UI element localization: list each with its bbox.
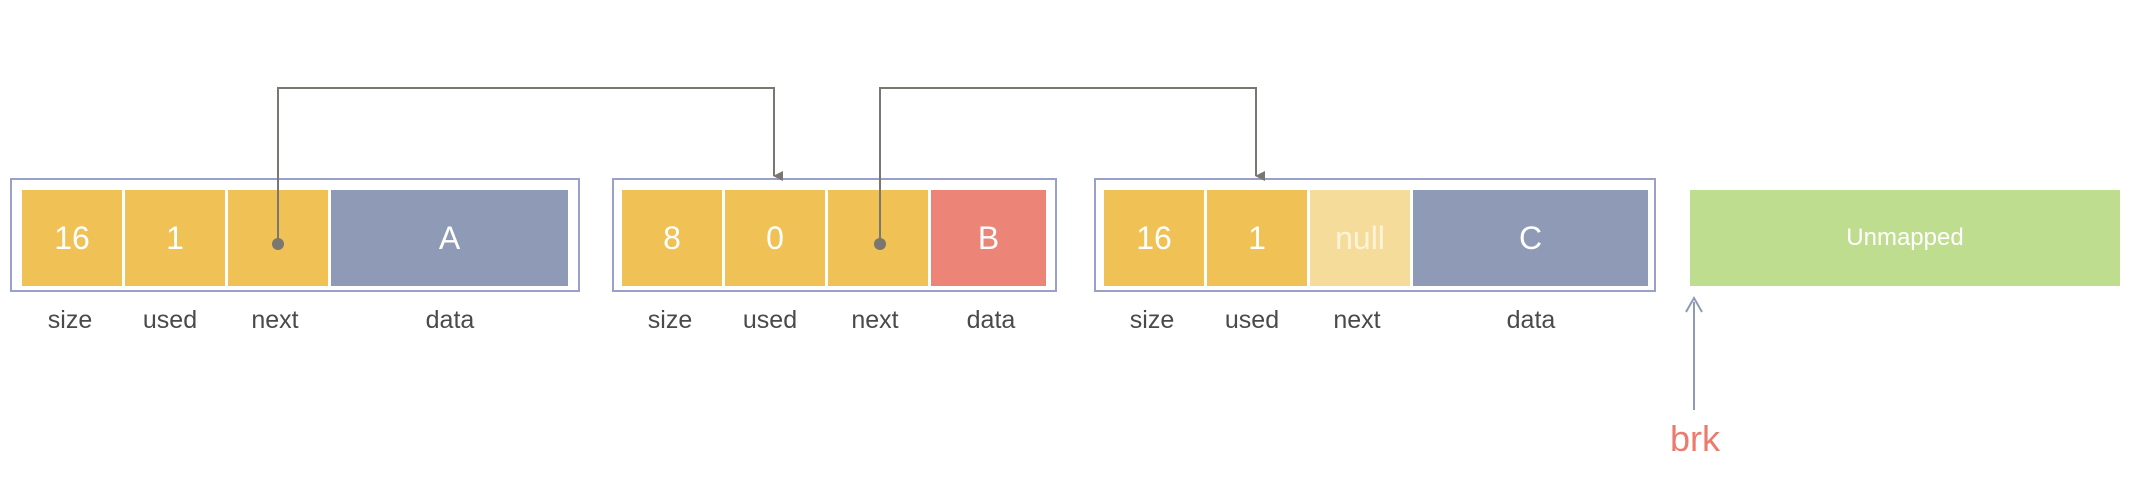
block-1-size-cell: 16	[22, 190, 122, 286]
block-3-size-cell: 16	[1104, 190, 1204, 286]
block-3-used-cell: 1	[1207, 190, 1307, 286]
next-pointer-arrow-1	[277, 87, 783, 244]
block-2-used-cell: 0	[725, 190, 825, 286]
unmapped-region: Unmapped	[1690, 190, 2120, 286]
block-3-data-label: data	[1506, 306, 1556, 334]
block-1-size-label: size	[47, 306, 93, 334]
brk-arrow-head	[1685, 295, 1703, 313]
heap-block-2	[612, 178, 1057, 292]
brk-label: brk	[1669, 418, 1720, 459]
block-3-data-cell: C	[1413, 190, 1648, 286]
block-1-data-label: data	[425, 306, 475, 334]
block-1-data-cell: A	[331, 190, 568, 286]
block-1-next-label: next	[251, 306, 299, 334]
block-2-next-label: next	[851, 306, 899, 334]
next-pointer-arrow-2	[879, 87, 1265, 244]
block-3-used-label: used	[1224, 306, 1280, 334]
heap-block-1	[10, 178, 580, 292]
block-3-size-label: size	[1129, 306, 1175, 334]
block-2-data-cell: B	[931, 190, 1046, 286]
block-1-used-cell: 1	[125, 190, 225, 286]
block-1-used-label: used	[142, 306, 198, 334]
block-2-data-label: data	[966, 306, 1016, 334]
block-3-next-label: next	[1333, 306, 1381, 334]
heap-block-3	[1094, 178, 1656, 292]
block-2-used-label: used	[742, 306, 798, 334]
block-3-next-cell: null	[1310, 190, 1410, 286]
block-2-size-label: size	[647, 306, 693, 334]
block-2-size-cell: 8	[622, 190, 722, 286]
